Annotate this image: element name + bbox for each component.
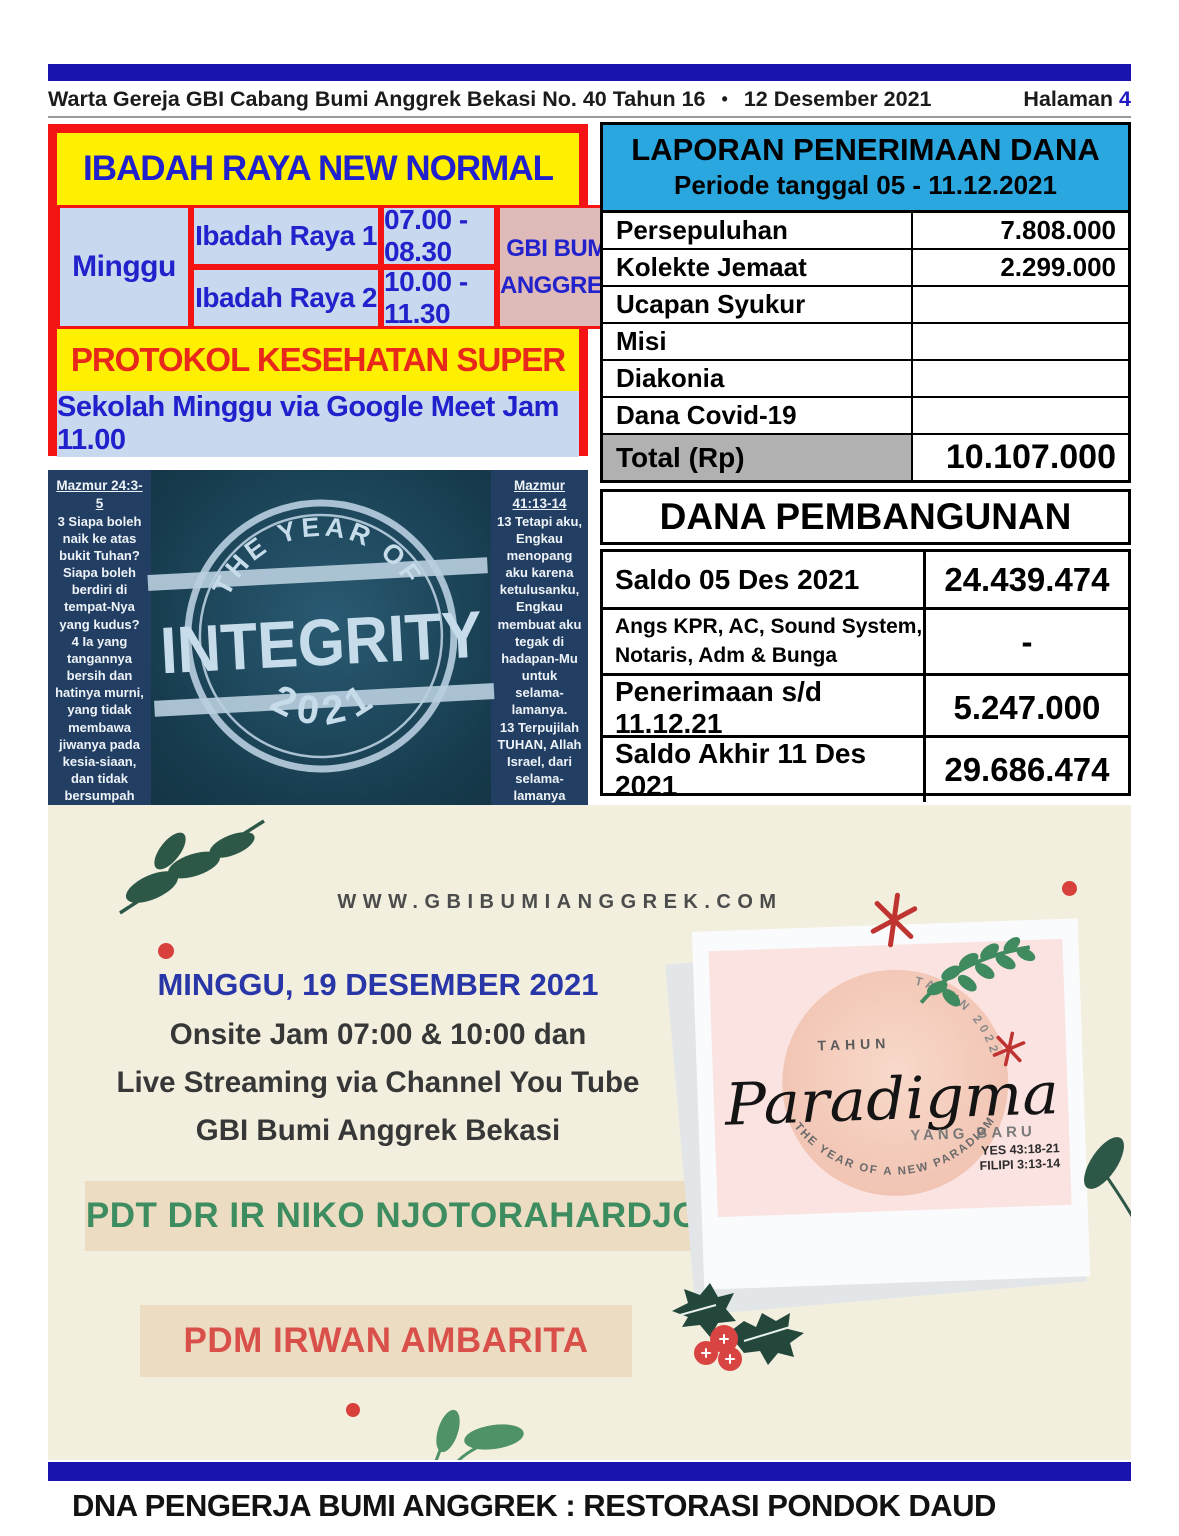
table-row: Dana Covid-19 xyxy=(603,398,1128,435)
leaf-branch-icon xyxy=(119,819,265,915)
website-url: WWW.GBIBUMIANGGREK.COM xyxy=(337,891,783,913)
leaves-pair-icon xyxy=(434,1409,524,1460)
card-verse-1: YES 43:18-21 xyxy=(981,1141,1060,1158)
card-verse-2: FILIPI 3:13-14 xyxy=(979,1156,1060,1173)
svg-text:THE YEAR OF: THE YEAR OF xyxy=(203,506,430,602)
speaker-name-2: PDM IRWAN AMBARITA xyxy=(140,1305,632,1377)
schedule-time-2: 10.00 - 11.30 xyxy=(381,266,497,329)
row-value xyxy=(913,287,1128,322)
building-fund-table: Saldo 05 Des 2021 24.439.474 Angs KPR, A… xyxy=(600,549,1131,802)
row-value: 29.686.474 xyxy=(944,751,1110,788)
row-value: 5.247.000 xyxy=(953,689,1101,726)
header-row: Warta Gereja GBI Cabang Bumi Anggrek Bek… xyxy=(48,83,1131,118)
donation-report-title: LAPORAN PENERIMAAN DANA xyxy=(631,132,1100,167)
footer-motto: DNA PENGERJA BUMI ANGGREK : RESTORASI PO… xyxy=(72,1488,996,1523)
announcement-line: Onsite Jam 07:00 & 10:00 dan xyxy=(169,1018,587,1051)
protocol-banner: PROTOKOL KESEHATAN SUPER KETAT xyxy=(57,329,579,440)
header-date: 12 Desember 2021 xyxy=(743,87,932,111)
card-title: Paradigma xyxy=(723,1059,1060,1139)
building-fund-title: DANA PEMBANGUNAN xyxy=(600,489,1131,545)
row-label: Dana Covid-19 xyxy=(603,398,913,433)
announcement-line: Live Streaming via Channel You Tube xyxy=(116,1066,640,1099)
row-value xyxy=(913,324,1128,359)
row-label: Angs KPR, AC, Sound System, Notaris, Adm… xyxy=(603,610,926,673)
badge-arc-top-text: THE YEAR OF xyxy=(203,506,430,602)
fern-leaf-icon xyxy=(919,937,1036,1007)
schedule-service-1: Ibadah Raya 1 xyxy=(191,205,381,267)
schedule-table: Minggu Ibadah Raya 1 07.00 - 08.30 GBI B… xyxy=(57,204,623,329)
total-row: Total (Rp) 10.107.000 xyxy=(603,435,1128,480)
row-value xyxy=(913,361,1128,396)
schedule-service-2: Ibadah Raya 2 xyxy=(191,267,381,329)
header-separator-bullet: • xyxy=(721,89,728,109)
total-value: 10.107.000 xyxy=(945,438,1116,476)
row-label: Diakonia xyxy=(603,361,913,396)
asterisk-icon xyxy=(992,1031,1026,1067)
speaker-name-1: PDT DR IR NIKO NJOTORAHARDJO xyxy=(85,1181,701,1251)
sparkle-icon xyxy=(870,892,918,948)
row-value xyxy=(913,398,1128,433)
red-dot-icon xyxy=(158,943,174,959)
leaf-cluster-icon xyxy=(1084,1137,1131,1218)
table-row: Diakonia xyxy=(603,361,1128,398)
row-label: Penerimaan s/d 11.12.21 xyxy=(603,676,926,740)
table-row: Persepuluhan 7.808.000 xyxy=(603,213,1128,250)
table-row: Saldo 05 Des 2021 24.439.474 xyxy=(603,552,1128,610)
row-label: Saldo 05 Des 2021 xyxy=(603,552,926,607)
integrity-badge: THE YEAR OF INTEGRITY 2021 xyxy=(143,470,499,805)
row-label: Misi xyxy=(603,324,913,359)
header-title: Warta Gereja GBI Cabang Bumi Anggrek Bek… xyxy=(48,87,706,111)
service-announcement: MINGGU, 19 DESEMBER 2021 Onsite Jam 07:0… xyxy=(68,967,688,1162)
announcement-date: MINGGU, 19 DESEMBER 2021 xyxy=(157,967,599,1002)
verse-reference: Mazmur 41:13-14 xyxy=(512,478,567,511)
table-row: Misi xyxy=(603,324,1128,361)
row-label: Persepuluhan xyxy=(603,213,913,248)
page-number-label: Halaman 4 xyxy=(1023,87,1131,111)
table-row: Kolekte Jemaat 2.299.000 xyxy=(603,250,1128,287)
card-tahun-label: TAHUN xyxy=(817,1035,890,1054)
paradigma-card: TAHUN 2022 TAHUN Paradigma YANG BARU YES… xyxy=(691,918,1091,1290)
card-subtitle: YANG BARU xyxy=(910,1123,1036,1144)
table-row: Saldo Akhir 11 Des 2021 29.686.474 xyxy=(603,738,1128,802)
row-value: - xyxy=(1021,622,1033,660)
header-top-bar xyxy=(48,64,1131,81)
schedule-day-cell: Minggu xyxy=(57,205,191,329)
donation-report-header: LAPORAN PENERIMAAN DANA Periode tanggal … xyxy=(603,125,1128,213)
row-label: Ucapan Syukur xyxy=(603,287,913,322)
row-label: Saldo Akhir 11 Des 2021 xyxy=(603,738,926,802)
announcement-line: GBI Bumi Anggrek Bekasi xyxy=(195,1114,561,1147)
schedule-time-1: 07.00 - 08.30 xyxy=(381,204,497,267)
badge-word: INTEGRITY xyxy=(158,596,483,687)
announcement-section: WWW.GBIBUMIANGGREK.COM MINGGU, 19 DESEMB… xyxy=(48,805,1131,1460)
integrity-banner: Mazmur 24:3-5 3 Siapa boleh naik ke atas… xyxy=(48,470,588,953)
table-row: Ucapan Syukur xyxy=(603,287,1128,324)
page-number: 4 xyxy=(1119,87,1131,111)
verse-column-left: Mazmur 24:3-5 3 Siapa boleh naik ke atas… xyxy=(48,470,157,940)
row-value: 2.299.000 xyxy=(1000,252,1116,282)
red-dot-icon xyxy=(346,1403,360,1417)
verse-column-right: Mazmur 41:13-14 13 Tetapi aku, Engkau me… xyxy=(491,470,588,953)
row-value: 24.439.474 xyxy=(944,560,1110,598)
red-dot-icon xyxy=(1062,881,1077,896)
table-row: Angs KPR, AC, Sound System, Notaris, Adm… xyxy=(603,610,1128,676)
table-row: Penerimaan s/d 11.12.21 5.247.000 xyxy=(603,676,1128,740)
donation-report-period: Periode tanggal 05 - 11.12.2021 xyxy=(674,170,1057,200)
schedule-title: IBADAH RAYA NEW NORMAL xyxy=(57,133,579,205)
total-label: Total (Rp) xyxy=(603,435,913,480)
worship-schedule-box: IBADAH RAYA NEW NORMAL Minggu Ibadah Ray… xyxy=(48,124,623,457)
donation-report-table: LAPORAN PENERIMAAN DANA Periode tanggal … xyxy=(600,122,1131,483)
sunday-school-note: Sekolah Minggu via Google Meet Jam 11.00 xyxy=(57,391,579,457)
holly-icon xyxy=(672,1283,804,1371)
verse-reference: Mazmur 24:3-5 xyxy=(56,478,143,511)
row-value: 7.808.000 xyxy=(1000,215,1116,245)
footer-bar xyxy=(48,1462,1131,1481)
paradigma-card-photo: TAHUN 2022 TAHUN Paradigma YANG BARU YES… xyxy=(708,938,1072,1218)
row-label: Kolekte Jemaat xyxy=(603,250,913,285)
